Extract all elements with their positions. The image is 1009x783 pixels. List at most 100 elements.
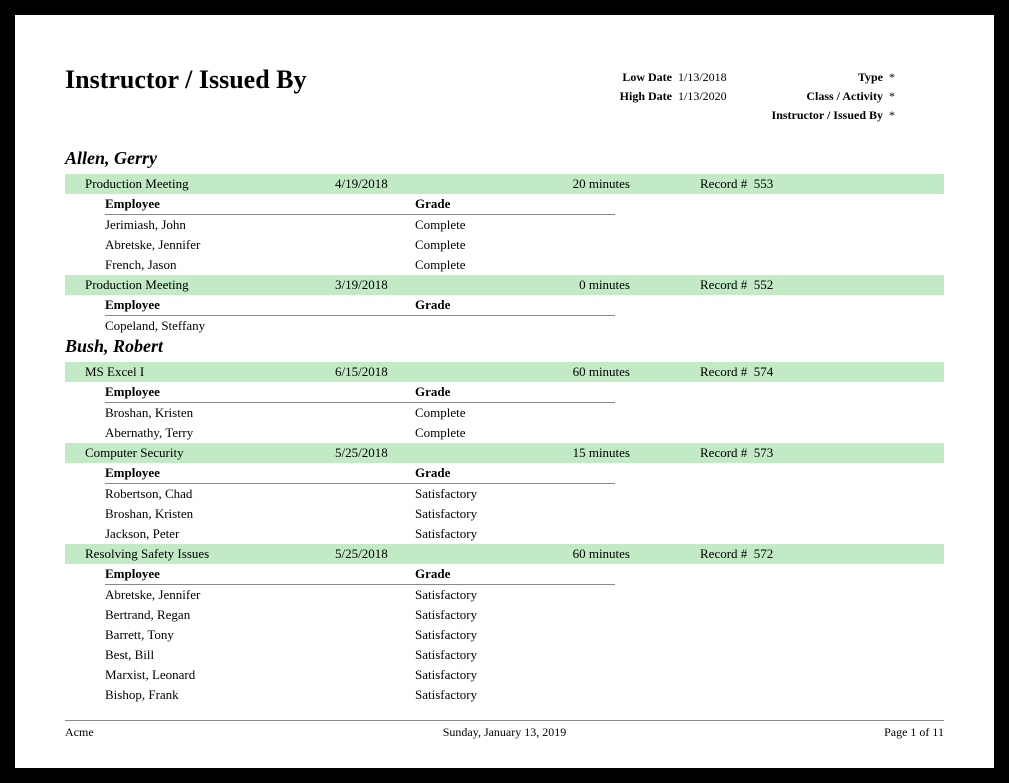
filter-col-dates: Low Date 1/13/2018 High Date 1/13/2020 xyxy=(597,70,733,123)
col-employee: Employee xyxy=(105,566,415,582)
class-bar: Computer Security5/25/201815 minutesReco… xyxy=(65,443,944,463)
filter-type: Type * xyxy=(763,70,944,85)
type-label: Type xyxy=(763,70,883,85)
employee-row: Barrett, TonySatisfactory xyxy=(105,625,615,645)
employee-header: EmployeeGrade xyxy=(105,463,615,484)
employee-name: Robertson, Chad xyxy=(105,486,415,502)
class-date: 6/15/2018 xyxy=(335,364,490,380)
employee-row: Broshan, KristenComplete xyxy=(105,403,615,423)
employee-row: Marxist, LeonardSatisfactory xyxy=(105,665,615,685)
class-record: Record # 574 xyxy=(670,364,944,380)
high-date-value: 1/13/2020 xyxy=(678,89,733,104)
employee-row: Copeland, Steffany xyxy=(105,316,615,336)
employee-name: Abretske, Jennifer xyxy=(105,587,415,603)
low-date-value: 1/13/2018 xyxy=(678,70,733,85)
employee-name: Broshan, Kristen xyxy=(105,506,415,522)
col-employee: Employee xyxy=(105,384,415,400)
col-grade: Grade xyxy=(415,465,450,481)
employee-grade: Satisfactory xyxy=(415,687,477,703)
employee-row: Best, BillSatisfactory xyxy=(105,645,615,665)
class-record: Record # 553 xyxy=(670,176,944,192)
class-bar: Production Meeting4/19/201820 minutesRec… xyxy=(65,174,944,194)
employee-row: French, JasonComplete xyxy=(105,255,615,275)
high-date-label: High Date xyxy=(597,89,672,104)
filter-high-date: High Date 1/13/2020 xyxy=(597,89,733,104)
employee-row: Bertrand, ReganSatisfactory xyxy=(105,605,615,625)
report-page: Instructor / Issued By Low Date 1/13/201… xyxy=(15,15,994,768)
employee-grade: Complete xyxy=(415,257,466,273)
class-label: Class / Activity xyxy=(763,89,883,104)
employee-grade: Complete xyxy=(415,237,466,253)
col-grade: Grade xyxy=(415,566,450,582)
employee-grade: Satisfactory xyxy=(415,526,477,542)
header-filters: Low Date 1/13/2018 High Date 1/13/2020 T… xyxy=(597,65,944,123)
class-date: 4/19/2018 xyxy=(335,176,490,192)
employee-grade: Complete xyxy=(415,405,466,421)
report-body: Allen, GerryProduction Meeting4/19/20182… xyxy=(65,148,944,705)
employee-name: Jackson, Peter xyxy=(105,526,415,542)
class-bar: Resolving Safety Issues5/25/201860 minut… xyxy=(65,544,944,564)
class-bar: MS Excel I6/15/201860 minutesRecord # 57… xyxy=(65,362,944,382)
col-grade: Grade xyxy=(415,384,450,400)
employee-grade: Satisfactory xyxy=(415,647,477,663)
class-name: Production Meeting xyxy=(85,176,335,192)
employee-name: Bertrand, Regan xyxy=(105,607,415,623)
employee-grade: Satisfactory xyxy=(415,607,477,623)
type-value: * xyxy=(889,70,944,85)
employee-name: Broshan, Kristen xyxy=(105,405,415,421)
col-employee: Employee xyxy=(105,465,415,481)
employee-row: Jackson, PeterSatisfactory xyxy=(105,524,615,544)
class-duration: 60 minutes xyxy=(490,546,670,562)
employee-row: Jerimiash, JohnComplete xyxy=(105,215,615,235)
employee-row: Bishop, FrankSatisfactory xyxy=(105,685,615,705)
class-record: Record # 572 xyxy=(670,546,944,562)
class-bar: Production Meeting3/19/20180 minutesReco… xyxy=(65,275,944,295)
class-date: 5/25/2018 xyxy=(335,445,490,461)
employee-name: Barrett, Tony xyxy=(105,627,415,643)
employee-grade: Complete xyxy=(415,425,466,441)
employee-grade: Satisfactory xyxy=(415,587,477,603)
employee-header: EmployeeGrade xyxy=(105,194,615,215)
filter-class: Class / Activity * xyxy=(763,89,944,104)
employee-row: Abernathy, TerryComplete xyxy=(105,423,615,443)
report-header: Instructor / Issued By Low Date 1/13/201… xyxy=(65,65,944,123)
class-record: Record # 573 xyxy=(670,445,944,461)
class-duration: 20 minutes xyxy=(490,176,670,192)
class-date: 3/19/2018 xyxy=(335,277,490,293)
employee-name: Best, Bill xyxy=(105,647,415,663)
class-duration: 60 minutes xyxy=(490,364,670,380)
employee-grade: Satisfactory xyxy=(415,667,477,683)
employee-row: Broshan, KristenSatisfactory xyxy=(105,504,615,524)
class-name: Resolving Safety Issues xyxy=(85,546,335,562)
employee-name: Bishop, Frank xyxy=(105,687,415,703)
employee-header: EmployeeGrade xyxy=(105,382,615,403)
employee-row: Robertson, ChadSatisfactory xyxy=(105,484,615,504)
col-employee: Employee xyxy=(105,297,415,313)
employee-name: Abernathy, Terry xyxy=(105,425,415,441)
employee-grade: Complete xyxy=(415,217,466,233)
class-date: 5/25/2018 xyxy=(335,546,490,562)
class-value: * xyxy=(889,89,944,104)
filter-instructor: Instructor / Issued By * xyxy=(763,108,944,123)
low-date-label: Low Date xyxy=(597,70,672,85)
employee-grade: Satisfactory xyxy=(415,506,477,522)
col-employee: Employee xyxy=(105,196,415,212)
filter-low-date: Low Date 1/13/2018 xyxy=(597,70,733,85)
class-duration: 0 minutes xyxy=(490,277,670,293)
class-duration: 15 minutes xyxy=(490,445,670,461)
employee-grade: Satisfactory xyxy=(415,627,477,643)
class-name: MS Excel I xyxy=(85,364,335,380)
report-title: Instructor / Issued By xyxy=(65,65,307,95)
filter-col-right: Type * Class / Activity * Instructor / I… xyxy=(763,70,944,123)
employee-header: EmployeeGrade xyxy=(105,564,615,585)
employee-header: EmployeeGrade xyxy=(105,295,615,316)
employee-row: Abretske, JenniferComplete xyxy=(105,235,615,255)
employee-name: Marxist, Leonard xyxy=(105,667,415,683)
class-record: Record # 552 xyxy=(670,277,944,293)
class-name: Computer Security xyxy=(85,445,335,461)
instructor-name: Allen, Gerry xyxy=(65,148,944,169)
employee-name: Copeland, Steffany xyxy=(105,318,415,334)
class-name: Production Meeting xyxy=(85,277,335,293)
report-footer: Acme Sunday, January 13, 2019 Page 1 of … xyxy=(65,720,944,740)
col-grade: Grade xyxy=(415,297,450,313)
